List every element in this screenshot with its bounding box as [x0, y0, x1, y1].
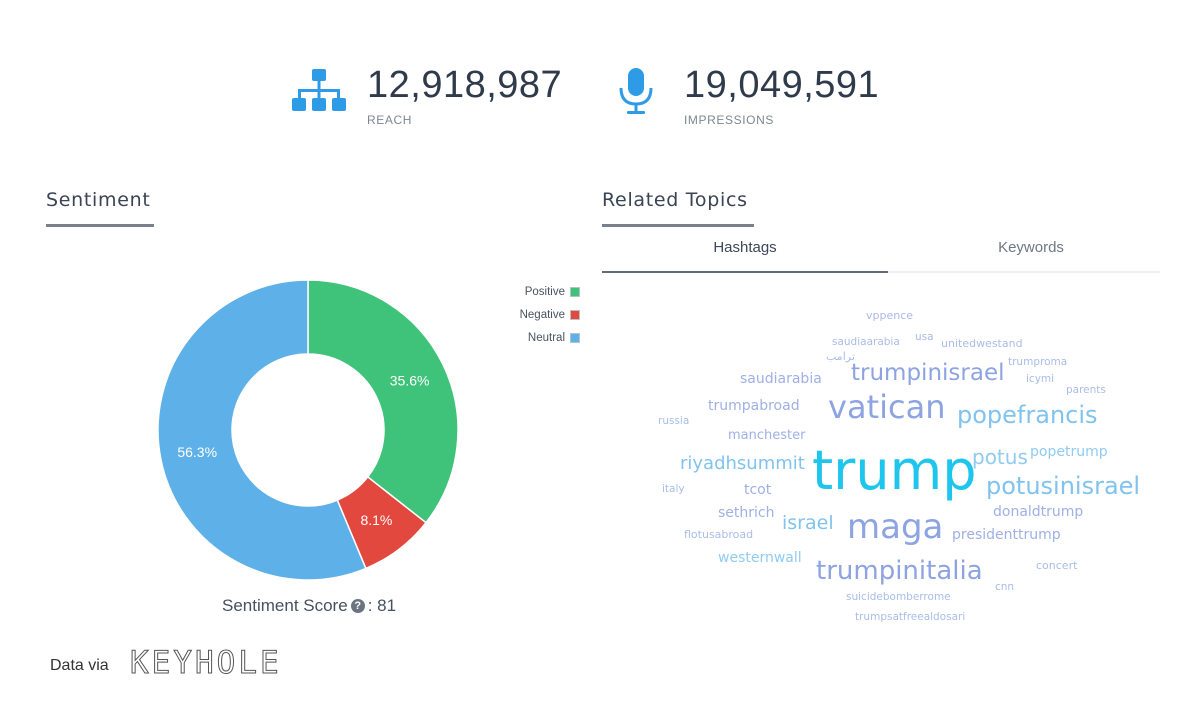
reach-value: 12,918,987 [367, 64, 563, 106]
impressions-value: 19,049,591 [684, 64, 880, 106]
sentiment-score-value: : 81 [367, 596, 397, 615]
hashtag-maga[interactable]: maga [847, 507, 944, 547]
hashtag-suicidebomberrome[interactable]: suicidebomberrome [846, 591, 951, 603]
legend-negative-swatch [570, 310, 580, 320]
hashtag-tcot[interactable]: tcot [744, 482, 772, 498]
donut-slice-positive[interactable] [307, 279, 459, 524]
hashtag-sethrich[interactable]: sethrich [718, 505, 775, 521]
hashtag-italy[interactable]: italy [662, 483, 685, 495]
reach-label: REACH [367, 113, 413, 127]
related-topics-underline [602, 224, 754, 227]
hashtag-presidenttrump[interactable]: presidenttrump [952, 527, 1061, 543]
legend-positive-swatch [570, 287, 580, 297]
hashtag-trumpsatfreealdosari[interactable]: trumpsatfreealdosari [855, 611, 966, 623]
tab-hashtags-underline [602, 271, 888, 273]
hashtag-cnn[interactable]: cnn [995, 581, 1015, 593]
sentiment-donut-chart: 35.6% 8.1% 56.3% [157, 279, 459, 581]
legend-neutral-label: Neutral [527, 332, 565, 344]
hashtag-manchester[interactable]: manchester [728, 428, 806, 443]
hashtag-unitedwestand[interactable]: unitedwestand [941, 337, 1023, 350]
hashtag-saudiarabia[interactable]: saudiarabia [740, 371, 822, 387]
hashtag-israel[interactable]: israel [782, 512, 834, 534]
hashtag-riyadhsummit[interactable]: riyadhsummit [680, 453, 805, 474]
sentiment-underline [46, 224, 154, 227]
legend-positive[interactable]: Positive [525, 284, 580, 300]
legend-positive-label: Positive [524, 286, 565, 298]
hashtag-popefrancis[interactable]: popefrancis [957, 401, 1098, 429]
legend-neutral-swatch [570, 333, 580, 343]
hashtag-westernwall[interactable]: westernwall [718, 550, 802, 566]
keyhole-logo-text: KEYHOLE [130, 645, 282, 682]
help-icon[interactable]: ? [350, 599, 365, 613]
footer-data-via: Data via [50, 657, 109, 674]
hashtag-tarab[interactable]: ترامب [826, 350, 855, 363]
sentiment-title: Sentiment [46, 189, 151, 211]
hashtag-vatican[interactable]: vatican [828, 388, 946, 426]
legend-negative-label: Negative [519, 309, 565, 321]
hashtag-trumpinitalia[interactable]: trumpinitalia [816, 556, 983, 586]
sentiment-score: Sentiment Score ? : 81 [222, 596, 396, 616]
hashtag-popetrump[interactable]: popetrump [1030, 444, 1108, 460]
keyhole-logo[interactable]: KEYHOLE [130, 645, 282, 682]
legend-negative[interactable]: Negative [520, 307, 580, 323]
donut-label-positive: 35.6% [390, 373, 430, 389]
hashtag-trumpabroad[interactable]: trumpabroad [708, 398, 800, 414]
sitemap-icon [292, 68, 346, 119]
impressions-label: IMPRESSIONS [684, 113, 774, 127]
hashtag-flotusabroad[interactable]: flotusabroad [684, 528, 754, 541]
donut-label-neutral: 56.3% [177, 444, 217, 460]
microphone-icon [617, 66, 655, 121]
hashtag-trumproma[interactable]: trumproma [1008, 356, 1068, 368]
legend-neutral[interactable]: Neutral [528, 330, 580, 346]
hashtag-trumpinisrael[interactable]: trumpinisrael [851, 360, 1005, 386]
related-topics-title: Related Topics [602, 189, 748, 211]
hashtag-trump[interactable]: trump [812, 439, 977, 502]
tab-keywords[interactable]: Keywords [998, 239, 1064, 256]
hashtag-potusinisrael[interactable]: potusinisrael [986, 472, 1141, 500]
hashtag-vppence[interactable]: vppence [866, 309, 914, 322]
hashtag-icymi[interactable]: icymi [1026, 373, 1055, 385]
hashtag-parents[interactable]: parents [1066, 384, 1106, 396]
donut-slice-neutral[interactable] [157, 279, 367, 581]
hashtag-concert[interactable]: concert [1036, 559, 1078, 572]
hashtag-potus[interactable]: potus [972, 445, 1028, 469]
donut-label-negative: 8.1% [360, 512, 392, 528]
hashtag-usa[interactable]: usa [915, 331, 934, 343]
hashtag-russia[interactable]: russia [658, 415, 690, 427]
hashtag-saudiaarabia[interactable]: saudiaarabia [832, 336, 900, 348]
hashtag-donaldtrump[interactable]: donaldtrump [993, 504, 1084, 520]
sentiment-score-label: Sentiment Score [222, 596, 348, 615]
tab-hashtags[interactable]: Hashtags [713, 239, 777, 256]
